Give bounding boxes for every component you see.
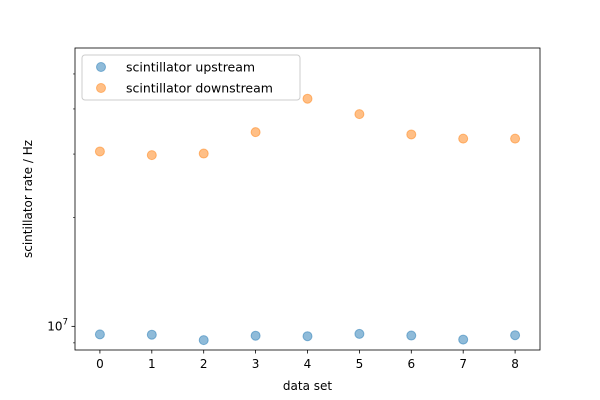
y-tick-label-0: 107 (47, 317, 68, 333)
x-tick-label-4: 4 (304, 357, 312, 371)
x-axis-label: data set (283, 379, 332, 393)
data-point-series-0-6 (406, 330, 417, 341)
x-tick-label-2: 2 (200, 357, 208, 371)
data-point-series-0-3 (250, 330, 261, 341)
data-point-series-1-1 (146, 150, 157, 161)
data-point-series-1-2 (198, 148, 209, 159)
x-tick-label-5: 5 (356, 357, 364, 371)
data-point-series-0-5 (354, 328, 365, 339)
data-point-series-1-4 (302, 93, 313, 104)
data-point-series-1-0 (94, 146, 105, 157)
data-point-series-1-7 (458, 133, 469, 144)
data-point-series-1-5 (354, 109, 365, 120)
x-tick-label-8: 8 (511, 357, 519, 371)
x-tick-label-1: 1 (148, 357, 156, 371)
data-point-series-0-4 (302, 331, 313, 342)
axis-ticks: 0 1 2 3 4 5 6 7 8 107 (47, 73, 519, 371)
legend-marker-1 (96, 83, 106, 93)
data-point-series-1-3 (250, 127, 261, 138)
data-point-series-1-8 (510, 133, 521, 144)
data-point-series-0-1 (146, 329, 157, 340)
data-point-series-0-0 (94, 329, 105, 340)
legend-label-1: scintillator downstream (126, 81, 273, 96)
legend: scintillator upstream scintillator downst… (81, 54, 301, 101)
x-tick-label-0: 0 (96, 357, 104, 371)
legend-label-0: scintillator upstream (126, 60, 255, 75)
legend-box (81, 54, 301, 101)
x-tick-label-3: 3 (252, 357, 260, 371)
data-point-series-0-2 (198, 335, 209, 346)
x-tick-label-6: 6 (407, 357, 415, 371)
y-axis-label: scintillator rate / Hz (21, 140, 35, 258)
legend-marker-0 (96, 62, 106, 72)
data-point-series-0-8 (510, 330, 521, 341)
data-point-series-1-6 (406, 129, 417, 140)
x-tick-label-7: 7 (459, 357, 467, 371)
data-point-series-0-7 (458, 334, 469, 345)
